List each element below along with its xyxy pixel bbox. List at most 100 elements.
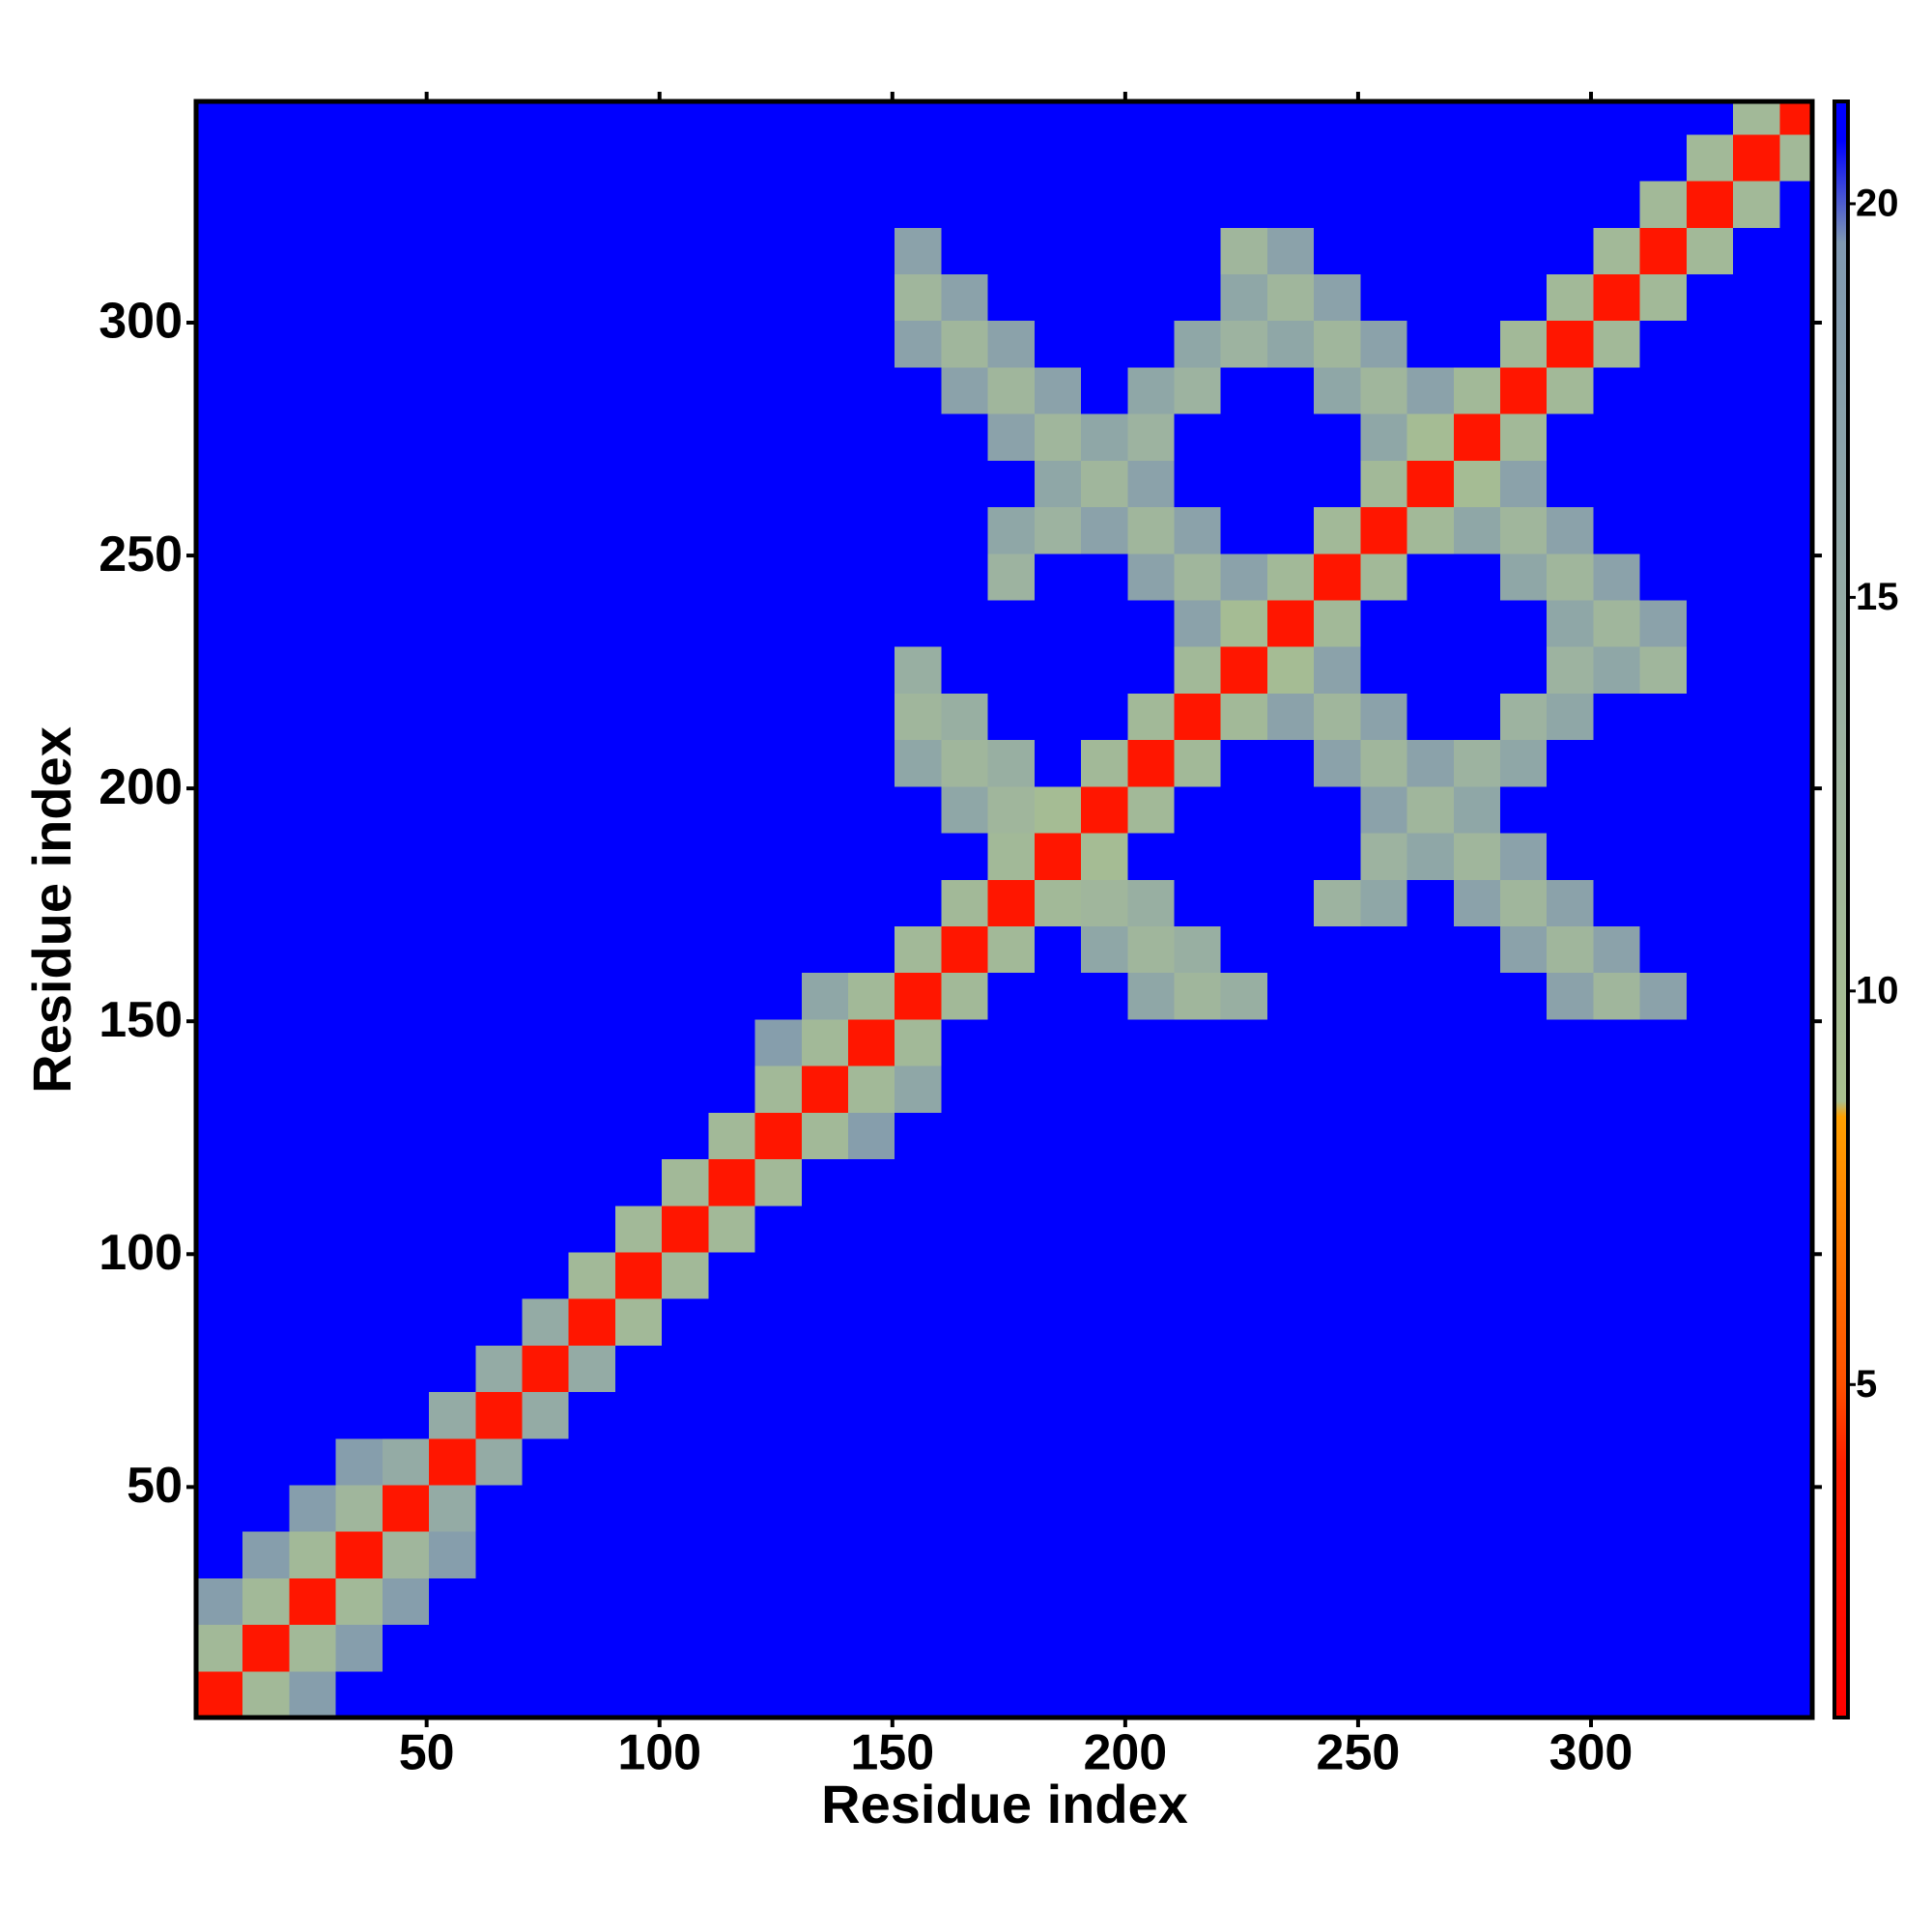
heatmap-cell	[242, 1251, 291, 1299]
heatmap-cell	[568, 739, 616, 787]
heatmap-cell	[475, 972, 524, 1020]
heatmap-cell	[708, 1531, 756, 1578]
heatmap-cell	[1127, 1298, 1176, 1346]
heatmap-cell	[382, 1345, 430, 1393]
heatmap-cell	[847, 832, 895, 880]
heatmap-cell	[335, 1437, 384, 1486]
heatmap-cell	[895, 832, 943, 880]
heatmap-cell	[1127, 1624, 1176, 1672]
heatmap-cell	[1733, 553, 1780, 601]
heatmap-cell	[1733, 646, 1780, 694]
heatmap-cell	[987, 1298, 1036, 1346]
heatmap-cell	[1266, 832, 1315, 880]
heatmap-cell	[242, 1065, 291, 1113]
heatmap-cell	[1779, 1205, 1812, 1253]
heatmap-cell	[1220, 646, 1268, 694]
heatmap-cell	[1733, 1391, 1780, 1439]
heatmap-cell	[614, 133, 663, 182]
heatmap-cell	[522, 1484, 570, 1532]
heatmap-cell	[1220, 1158, 1268, 1207]
heatmap-cell	[429, 1670, 476, 1718]
heatmap-cell	[847, 785, 895, 834]
heatmap-cell	[987, 972, 1036, 1020]
heatmap-cell	[614, 273, 663, 322]
heatmap-cell	[568, 180, 616, 228]
heatmap-cell	[1779, 1484, 1812, 1532]
heatmap-cell	[1686, 739, 1734, 787]
heatmap-cell	[289, 925, 337, 974]
heatmap-cell	[522, 506, 570, 554]
heatmap-cell	[1733, 832, 1780, 880]
heatmap-cell	[242, 320, 291, 368]
colorbar	[1833, 99, 1850, 1719]
heatmap-cell	[522, 1251, 570, 1299]
heatmap-cell	[1127, 972, 1176, 1020]
heatmap-cell	[662, 1437, 709, 1486]
heatmap-cell	[196, 1298, 243, 1346]
heatmap-cell	[289, 1112, 337, 1160]
heatmap-cell	[196, 693, 243, 741]
heatmap-cell	[1686, 1112, 1734, 1160]
heatmap-cell	[429, 599, 476, 647]
heatmap-cell	[662, 1298, 709, 1346]
heatmap-cell	[895, 739, 943, 787]
heatmap-cell	[289, 1391, 337, 1439]
heatmap-cell	[475, 925, 524, 974]
heatmap-cell	[987, 227, 1036, 274]
heatmap-cell	[335, 1345, 384, 1393]
heatmap-cell	[196, 413, 243, 461]
heatmap-cell	[614, 1251, 663, 1299]
heatmap-cell	[987, 1670, 1036, 1718]
heatmap-cell	[847, 1391, 895, 1439]
heatmap-cell	[987, 133, 1036, 182]
heatmap-cell	[1174, 1484, 1222, 1532]
heatmap-cell	[1593, 1065, 1641, 1113]
heatmap-cell	[1034, 1018, 1082, 1066]
heatmap-cell	[382, 1437, 430, 1486]
heatmap-cell	[941, 925, 989, 974]
heatmap-cell	[847, 1531, 895, 1578]
heatmap-cell	[1266, 101, 1315, 135]
heatmap-cell	[1314, 1484, 1361, 1532]
heatmap-cell	[429, 646, 476, 694]
heatmap-cell	[1127, 1531, 1176, 1578]
heatmap-cell	[754, 599, 803, 647]
heatmap-cell	[242, 366, 291, 414]
heatmap-cell	[1453, 1158, 1501, 1207]
heatmap-cell	[987, 273, 1036, 322]
heatmap-cell	[614, 599, 663, 647]
heatmap-cell	[941, 320, 989, 368]
heatmap-cell	[1499, 1298, 1548, 1346]
heatmap-cell	[522, 1112, 570, 1160]
heatmap-cell	[1081, 320, 1128, 368]
heatmap-cell	[1034, 1437, 1082, 1486]
heatmap-cell	[1127, 366, 1176, 414]
heatmap-cell	[1453, 1670, 1501, 1718]
heatmap-cell	[614, 1577, 663, 1626]
heatmap-cell	[242, 180, 291, 228]
heatmap-cell	[1266, 1437, 1315, 1486]
heatmap-cell	[1034, 972, 1082, 1020]
heatmap-cell	[1034, 180, 1082, 228]
heatmap-cell	[1127, 227, 1176, 274]
heatmap-cell	[708, 273, 756, 322]
heatmap-cell	[1733, 1065, 1780, 1113]
heatmap-cell	[1220, 832, 1268, 880]
heatmap-cell	[847, 413, 895, 461]
heatmap-cell	[382, 1298, 430, 1346]
heatmap-cell	[662, 273, 709, 322]
heatmap-cell	[1127, 739, 1176, 787]
heatmap-cell	[1733, 925, 1780, 974]
heatmap-cell	[1686, 1205, 1734, 1253]
heatmap-cell	[941, 1298, 989, 1346]
heatmap-cell	[708, 879, 756, 926]
heatmap-cell	[1266, 972, 1315, 1020]
heatmap-cell	[847, 1298, 895, 1346]
heatmap-cell	[1174, 785, 1222, 834]
heatmap-cell	[1266, 1158, 1315, 1207]
heatmap-cell	[801, 1577, 849, 1626]
heatmap-cell	[1406, 1345, 1455, 1393]
y-tick-label: 200	[99, 759, 183, 815]
heatmap-cell	[1034, 1624, 1082, 1672]
heatmap-cell	[1547, 133, 1594, 182]
